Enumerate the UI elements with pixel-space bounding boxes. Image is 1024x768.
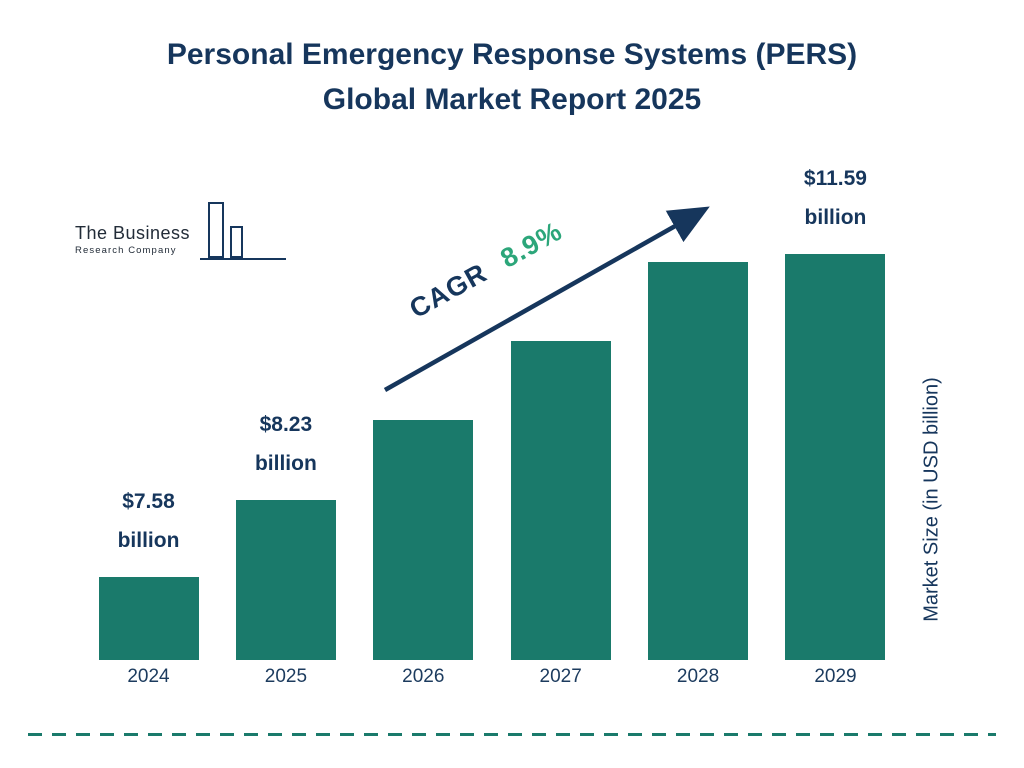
bar-chart-logo-icon	[200, 198, 287, 260]
bar-2028	[648, 262, 749, 660]
y-axis-label: Market Size (in USD billion)	[920, 377, 943, 622]
bottom-dashed-divider	[28, 733, 996, 736]
x-axis-label-2027: 2027	[539, 666, 582, 687]
year-labels-row: 2024 2025 2026 2027 2028 2029	[82, 666, 902, 688]
x-axis-label-2029: 2029	[814, 666, 857, 687]
bar-2027	[510, 341, 611, 660]
bar-2026	[373, 420, 474, 660]
bar-2025	[235, 500, 336, 660]
company-logo-text: The Business Research Company	[75, 223, 190, 260]
bar-column-2024: $7.58 billion	[82, 160, 215, 660]
chart-title-line2: Global Market Report 2025	[322, 83, 702, 116]
bar-value-label-2029: $11.59 billion	[803, 167, 867, 229]
company-logo: The Business Research Company	[75, 198, 287, 260]
x-axis-label-2024: 2024	[127, 666, 170, 687]
company-logo-subname: Research Company	[75, 245, 177, 256]
bar-2024	[98, 577, 199, 660]
x-axis-label-2025: 2025	[264, 666, 308, 687]
bar-column-2027	[494, 160, 627, 660]
bar-column-2028	[632, 160, 765, 660]
bar-column-2025: $8.23 billion	[219, 160, 352, 660]
x-axis-label-2026: 2026	[402, 666, 445, 687]
bar-2029	[785, 253, 886, 660]
company-logo-name: The Business	[75, 223, 191, 243]
x-axis-label-2028: 2028	[676, 666, 720, 687]
bar-value-label-2024: $7.58 billion	[117, 490, 180, 553]
chart-title-line1: Personal Emergency Response Systems (PER…	[166, 38, 858, 71]
chart-title: Personal Emergency Response Systems (PER…	[0, 32, 1024, 122]
bars-row: $7.58 billion $8.23 billion $11.59 billion	[82, 160, 902, 660]
bar-value-label-2025: $8.23 billion	[254, 413, 317, 476]
bar-column-2026	[357, 160, 490, 660]
bar-column-2029: $11.59 billion	[769, 160, 902, 660]
